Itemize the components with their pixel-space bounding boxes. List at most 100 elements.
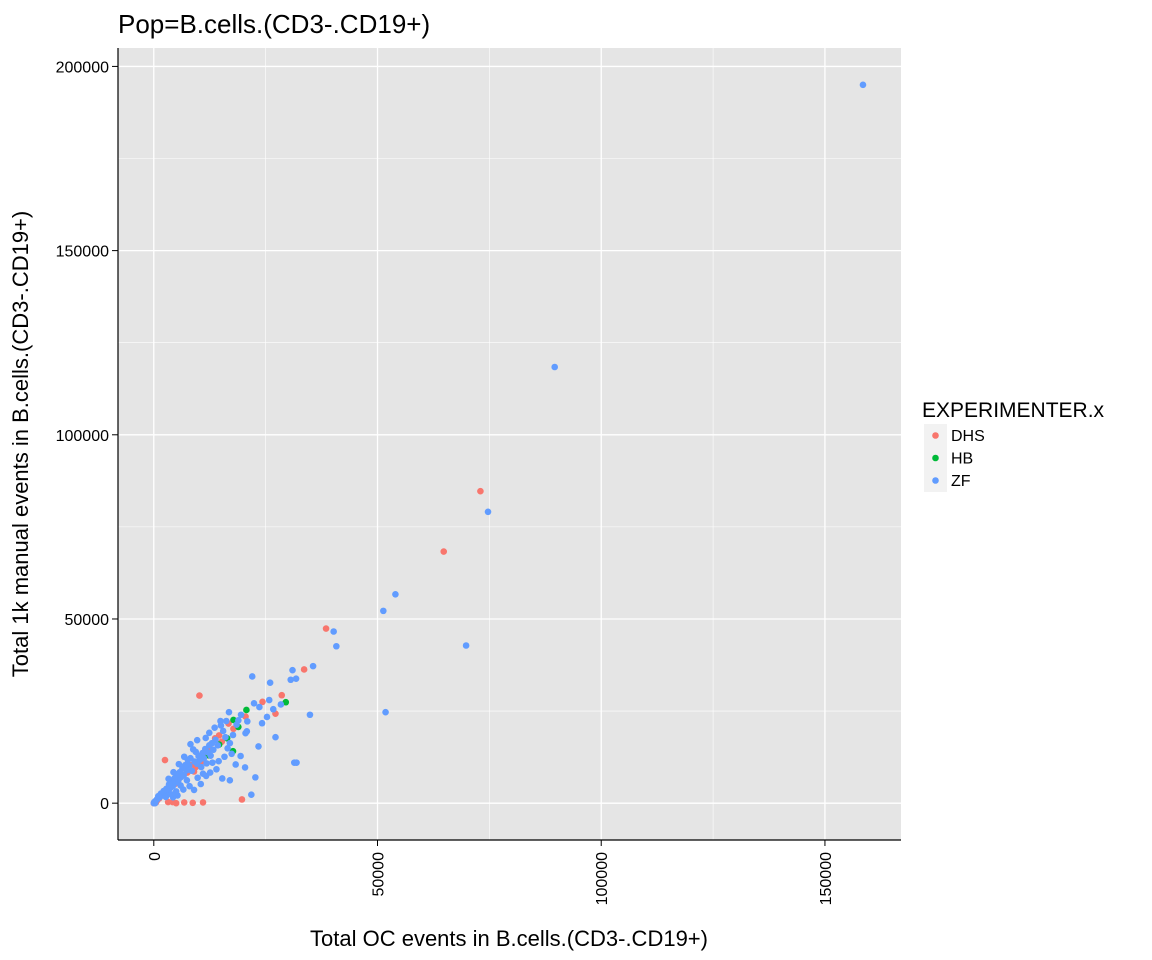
point-zf (484, 508, 492, 516)
data-points (150, 81, 867, 807)
point-zf (243, 728, 251, 735)
legend-marker-hb (932, 454, 939, 462)
point-dhs (180, 799, 188, 806)
point-zf (309, 662, 317, 670)
x-tick-label: 50000 (371, 852, 388, 897)
point-zf (151, 799, 159, 807)
y-tick-label: 150000 (56, 244, 109, 261)
y-axis-label: Total 1k manual events in B.cells.(CD3-.… (8, 211, 33, 677)
point-zf (237, 711, 245, 719)
point-zf (217, 722, 225, 729)
point-zf (248, 673, 256, 680)
y-axis-ticks: 0 50000 100000 150000 200000 (56, 59, 118, 813)
point-zf (232, 761, 239, 768)
point-zf (263, 713, 271, 721)
point-zf (392, 591, 399, 598)
point-zf (250, 700, 258, 707)
point-dhs (278, 691, 286, 699)
y-tick-label: 200000 (56, 59, 109, 76)
x-axis-label: Total OC events in B.cells.(CD3-.CD19+) (310, 926, 708, 951)
legend-label-zf: ZF (951, 473, 971, 490)
x-tick-label: 150000 (818, 852, 835, 905)
point-zf (241, 764, 249, 771)
point-zf (859, 81, 867, 89)
legend-items: DHS HB ZF (924, 424, 985, 492)
point-hb (282, 698, 290, 706)
point-zf (244, 718, 251, 725)
point-zf (172, 788, 180, 795)
point-zf (199, 770, 207, 777)
x-axis-ticks: 0 50000 100000 150000 (147, 840, 835, 905)
point-zf (289, 666, 296, 674)
point-zf (177, 782, 184, 789)
grid-lines (118, 48, 901, 840)
point-zf (228, 750, 235, 758)
point-zf (306, 711, 314, 719)
point-zf (277, 701, 285, 708)
point-dhs (189, 799, 197, 807)
point-zf (206, 769, 214, 776)
point-dhs (322, 625, 330, 632)
legend: EXPERIMENTER.x DHS HB ZF (922, 399, 1105, 492)
point-dhs (238, 796, 246, 803)
point-zf (462, 642, 470, 649)
point-dhs (259, 698, 266, 706)
point-zf (380, 607, 387, 615)
point-zf (265, 696, 273, 704)
point-zf (213, 765, 220, 773)
point-zf (211, 724, 218, 731)
point-zf (233, 721, 240, 728)
point-zf (237, 752, 244, 760)
point-zf (190, 786, 198, 794)
point-zf (224, 744, 231, 752)
point-zf (226, 739, 234, 747)
point-zf (293, 759, 300, 766)
point-zf (266, 679, 274, 687)
x-tick-label: 100000 (594, 852, 611, 905)
point-zf (225, 708, 233, 716)
point-zf (252, 774, 259, 781)
point-zf (330, 628, 337, 635)
point-zf (188, 767, 196, 775)
point-zf (382, 708, 389, 716)
point-zf (170, 768, 177, 776)
point-zf (167, 791, 175, 798)
point-zf (205, 729, 213, 737)
point-zf (209, 759, 216, 766)
point-dhs (161, 756, 169, 764)
point-dhs (477, 487, 484, 495)
point-zf (210, 746, 217, 754)
point-zf (203, 760, 210, 767)
y-tick-label: 0 (100, 796, 109, 813)
point-zf (551, 363, 558, 371)
y-tick-label: 100000 (56, 428, 109, 445)
point-zf (333, 642, 340, 650)
point-zf (218, 775, 226, 782)
point-zf (187, 740, 194, 748)
point-zf (221, 753, 228, 761)
point-hb (230, 716, 237, 724)
point-zf (287, 676, 295, 684)
point-zf (256, 703, 263, 711)
point-zf (189, 746, 197, 753)
point-zf (194, 774, 201, 782)
point-dhs (300, 666, 308, 673)
point-dhs (199, 799, 207, 806)
point-zf (165, 775, 172, 783)
point-zf (162, 793, 170, 801)
legend-title: EXPERIMENTER.x (922, 399, 1105, 422)
point-zf (214, 742, 222, 749)
point-zf (222, 733, 229, 741)
legend-label-dhs: DHS (951, 428, 985, 445)
point-dhs (164, 798, 172, 806)
point-zf (193, 736, 201, 744)
x-tick-label: 0 (147, 852, 164, 861)
point-zf (226, 777, 234, 784)
point-zf (292, 675, 300, 682)
point-zf (197, 780, 205, 788)
point-hb (243, 706, 250, 714)
point-dhs (196, 692, 203, 699)
point-zf (258, 719, 266, 727)
point-zf (219, 727, 227, 735)
